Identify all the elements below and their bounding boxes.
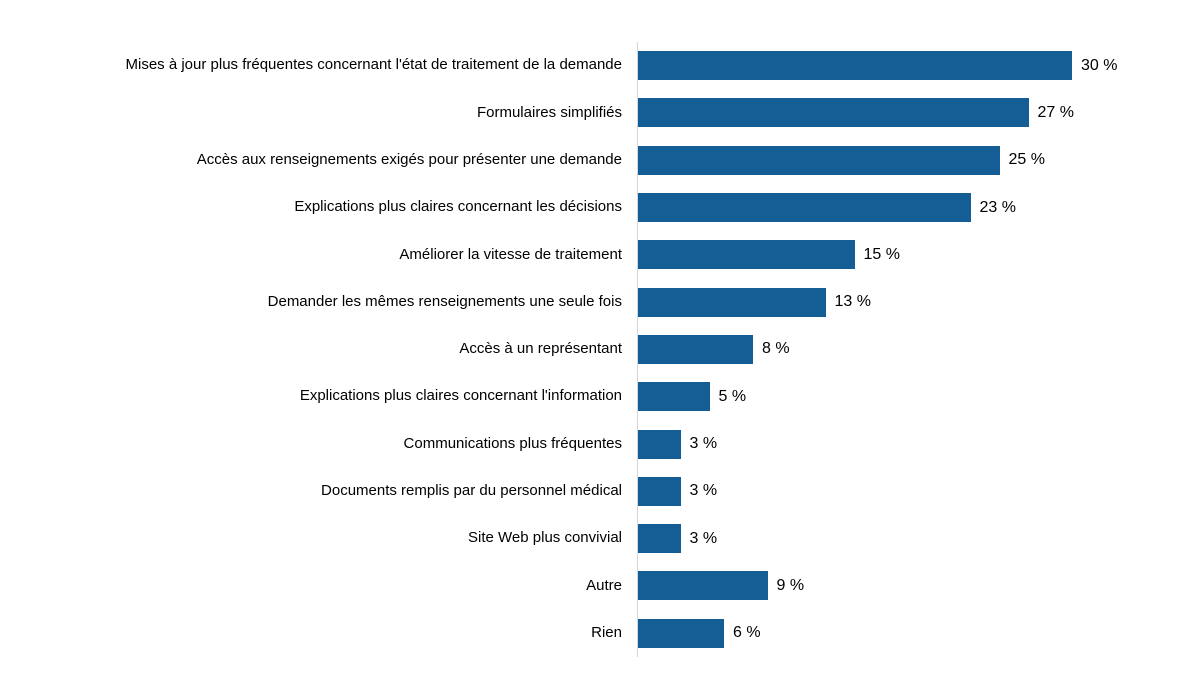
bar-row: Site Web plus convivial 3 % — [0, 515, 1200, 562]
value-label: 6 % — [733, 624, 761, 642]
category-label: Formulaires simplifiés — [476, 103, 622, 121]
category-label: Demander les mêmes renseignements une se… — [267, 292, 622, 310]
bar-area: 30 % — [637, 42, 1200, 89]
bar — [637, 51, 1072, 81]
bar-row: Explications plus claires concernant les… — [0, 184, 1200, 231]
bar-area: 8 % — [637, 326, 1200, 373]
bar-row: Communications plus fréquentes 3 % — [0, 420, 1200, 467]
bar — [637, 618, 724, 648]
bar-area: 3 % — [637, 515, 1200, 562]
bar-area: 5 % — [637, 373, 1200, 420]
bar-row: Améliorer la vitesse de traitement 15 % — [0, 231, 1200, 278]
bar-area: 3 % — [637, 468, 1200, 515]
bar-rows: Mises à jour plus fréquentes concernant … — [0, 42, 1200, 657]
y-axis-line — [637, 42, 638, 657]
category-label: Mises à jour plus fréquentes concernant … — [125, 56, 623, 74]
bar-area: 3 % — [637, 420, 1200, 467]
bar-area: 13 % — [637, 278, 1200, 325]
category-label: Documents remplis par du personnel médic… — [321, 482, 622, 500]
bar — [637, 429, 681, 459]
bar-row: Demander les mêmes renseignements une se… — [0, 278, 1200, 325]
value-label: 3 % — [689, 435, 718, 453]
category-label: Accès à un représentant — [459, 340, 622, 358]
bar-row: Mises à jour plus fréquentes concernant … — [0, 42, 1200, 89]
bar — [637, 287, 826, 317]
bar — [637, 334, 753, 364]
category-label: Communications plus fréquentes — [403, 434, 622, 452]
value-label: 3 % — [689, 529, 718, 547]
category-label: Rien — [591, 623, 622, 641]
value-label: 9 % — [776, 576, 805, 594]
category-label: Explications plus claires concernant les… — [294, 198, 622, 216]
category-label: Améliorer la vitesse de traitement — [399, 245, 622, 263]
bar-area: 9 % — [637, 562, 1200, 609]
bar-area: 27 % — [637, 89, 1200, 136]
bar-row: Rien 6 % — [0, 610, 1200, 657]
bar-row: Explications plus claires concernant l'i… — [0, 373, 1200, 420]
bar-row: Accès à un représentant 8 % — [0, 326, 1200, 373]
bar-area: 6 % — [637, 610, 1200, 657]
value-label: 27 % — [1037, 103, 1074, 121]
bar — [637, 382, 710, 412]
value-label: 30 % — [1081, 56, 1118, 74]
bar-row: Accès aux renseignements exigés pour pré… — [0, 137, 1200, 184]
bar — [637, 98, 1029, 128]
bar-area: 25 % — [637, 137, 1200, 184]
category-label: Accès aux renseignements exigés pour pré… — [196, 150, 622, 168]
value-label: 15 % — [863, 245, 900, 263]
value-label: 23 % — [979, 198, 1016, 216]
value-label: 13 % — [834, 293, 871, 311]
bar-row: Documents remplis par du personnel médic… — [0, 468, 1200, 515]
plot-area: Mises à jour plus fréquentes concernant … — [0, 42, 1200, 657]
category-label: Explications plus claires concernant l'i… — [299, 387, 622, 405]
bar-row: Formulaires simplifiés 27 % — [0, 89, 1200, 136]
value-label: 5 % — [718, 387, 747, 405]
value-label: 3 % — [689, 482, 718, 500]
bar — [637, 145, 1000, 175]
bar-row: Autre 9 % — [0, 562, 1200, 609]
bar-area: 15 % — [637, 231, 1200, 278]
bar-area: 23 % — [637, 184, 1200, 231]
value-label: 8 % — [762, 340, 790, 358]
value-label: 25 % — [1008, 151, 1045, 169]
bar — [637, 524, 681, 554]
bar — [637, 571, 768, 601]
bar — [637, 240, 855, 270]
bar — [637, 193, 971, 223]
bar — [637, 476, 681, 506]
category-label: Site Web plus convivial — [468, 529, 622, 547]
category-label: Autre — [586, 576, 622, 594]
